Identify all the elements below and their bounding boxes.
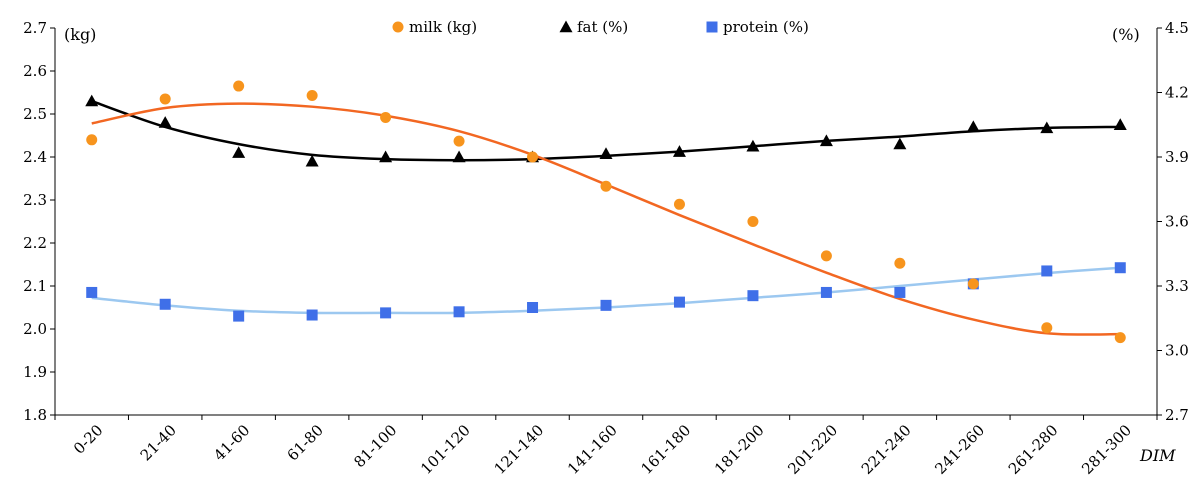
legend-label-milk: milk (kg) <box>409 18 477 36</box>
point-protein <box>86 286 98 298</box>
data-points <box>85 80 1127 344</box>
legend-marker-protein <box>706 21 718 33</box>
point-fat <box>379 150 393 163</box>
point-milk <box>233 80 245 92</box>
x-tick-label: 221-240 <box>858 421 915 478</box>
x-axis-label: DIM <box>1139 446 1176 465</box>
left-tick-label: 2.2 <box>23 234 47 252</box>
x-tick-label: 121-140 <box>491 421 548 478</box>
legend-label-fat: fat (%) <box>577 18 628 36</box>
point-milk <box>967 278 979 290</box>
point-protein <box>747 290 759 302</box>
trend-lines <box>91 99 1121 336</box>
point-protein <box>527 302 539 313</box>
x-tick-label: 101-120 <box>417 421 474 478</box>
x-tick-label: 261-280 <box>1005 421 1062 478</box>
point-milk <box>527 151 539 163</box>
point-milk <box>306 90 318 102</box>
left-tick-label: 2.3 <box>23 191 47 209</box>
point-milk <box>86 134 98 146</box>
x-tick-label: 141-160 <box>564 421 621 478</box>
right-tick-label: 4.2 <box>1165 84 1189 102</box>
x-tick-label: 181-200 <box>711 421 768 478</box>
point-fat <box>966 120 980 133</box>
left-tick-label: 2.7 <box>23 19 47 37</box>
legend-marker-fat <box>559 20 573 33</box>
point-protein <box>600 299 612 311</box>
tick-labels: 1.8 1.9 2.0 2.1 2.2 2.3 2.4 2.5 2.6 2.7 2.7 3.0 3.3 3… <box>23 19 1189 478</box>
point-fat <box>452 150 466 163</box>
left-tick-label: 2.4 <box>23 148 47 166</box>
point-milk <box>600 180 612 192</box>
right-tick-label: 2.7 <box>1165 406 1189 424</box>
left-tick-label: 1.9 <box>23 363 47 381</box>
right-tick-label: 3.9 <box>1165 148 1189 166</box>
legend-marker-milk <box>392 21 404 33</box>
axes <box>50 27 1162 420</box>
point-fat <box>85 94 99 107</box>
point-milk <box>453 135 465 147</box>
left-tick-label: 2.5 <box>23 105 47 123</box>
point-fat <box>305 154 319 167</box>
x-tick-label: 0-20 <box>70 421 107 458</box>
left-tick-label: 1.8 <box>23 406 47 424</box>
point-protein <box>1114 262 1126 274</box>
point-fat <box>1040 121 1054 134</box>
x-tick-label: 281-300 <box>1078 421 1135 478</box>
point-protein <box>820 286 832 298</box>
point-fat <box>158 116 172 128</box>
point-fat <box>893 137 907 150</box>
x-tick-label: 81-100 <box>350 421 400 471</box>
point-milk <box>894 257 906 269</box>
right-tick-label: 4.5 <box>1165 19 1189 37</box>
point-milk <box>747 216 759 227</box>
left-axis-unit-label: (kg) <box>64 25 96 44</box>
x-tick-label: 241-260 <box>931 421 988 478</box>
left-tick-label: 2.6 <box>23 62 47 80</box>
x-tick-label: 21-40 <box>137 421 180 464</box>
point-fat <box>672 145 686 157</box>
point-milk <box>1114 332 1126 344</box>
x-tick-label: 201-220 <box>784 421 841 478</box>
right-axis-unit-label: (%) <box>1112 25 1140 44</box>
point-milk <box>159 93 171 105</box>
left-tick-label: 2.1 <box>23 277 47 295</box>
legend: milk (kg) fat (%) protein (%) <box>392 18 809 36</box>
right-tick-label: 3.6 <box>1165 213 1189 231</box>
legend-label-protein: protein (%) <box>723 18 809 36</box>
x-tick-label: 61-80 <box>284 421 327 464</box>
point-fat <box>819 134 833 147</box>
point-milk <box>1041 322 1053 334</box>
right-tick-label: 3.3 <box>1165 277 1189 295</box>
point-protein <box>233 310 245 322</box>
x-tick-label: 161-180 <box>637 421 694 478</box>
point-fat <box>599 147 613 159</box>
point-milk <box>673 198 685 210</box>
point-protein <box>159 298 171 310</box>
point-protein <box>306 309 318 321</box>
point-protein <box>453 306 465 318</box>
point-protein <box>894 286 906 298</box>
point-protein <box>1041 265 1053 277</box>
x-tick-label: 41-60 <box>210 421 253 464</box>
point-protein <box>380 307 392 319</box>
point-fat <box>1113 118 1127 130</box>
point-fat <box>746 139 760 152</box>
point-fat <box>232 146 246 158</box>
left-tick-label: 2.0 <box>23 320 47 338</box>
point-milk <box>380 111 392 123</box>
right-tick-label: 3.0 <box>1165 342 1189 360</box>
point-milk <box>820 250 832 262</box>
point-protein <box>673 296 685 308</box>
